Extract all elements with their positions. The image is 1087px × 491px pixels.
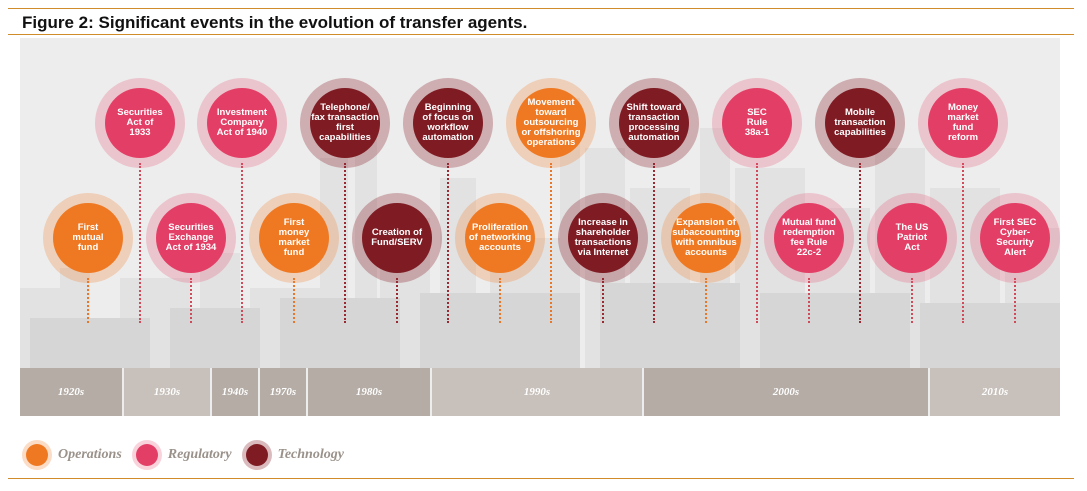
event-label: Shift toward transaction processing auto… [626, 102, 682, 143]
timeline-panel: Securities Act of 1933 Investment Company… [20, 38, 1060, 416]
bottom-rule [8, 478, 1074, 479]
event-node-technology: Increase in shareholder transactions via… [558, 193, 648, 283]
event-node-operations: First mutual fund [43, 193, 133, 283]
event-label: First SEC Cyber- Security Alert [993, 217, 1037, 258]
event-node-technology: Telephone/ fax transaction first capabil… [300, 78, 390, 168]
event-node-regulatory: Investment Company Act of 1940 [197, 78, 287, 168]
event-node-regulatory: The US Patriot Act [867, 193, 957, 283]
event-node-regulatory: Securities Exchange Act of 1934 [146, 193, 236, 283]
legend-label: Technology [277, 447, 344, 462]
legend-item-regulatory: Regulatory [131, 440, 232, 470]
event-node-technology: Beginning of focus on workflow automatio… [403, 78, 493, 168]
event-connector [1014, 278, 1016, 323]
event-connector [808, 278, 810, 323]
legend-item-operations: Operations [22, 440, 122, 470]
event-node-operations: Movement toward outsourcing or offshorin… [506, 78, 596, 168]
legend-label: Operations [58, 447, 122, 462]
event-label: Securities Act of 1933 [117, 107, 163, 138]
event-connector [293, 278, 295, 323]
event-node-operations: First money market fund [249, 193, 339, 283]
regulatory-swatch-icon [131, 440, 162, 470]
event-connector [756, 163, 758, 323]
event-label: Investment Company Act of 1940 [216, 107, 268, 138]
legend: Operations Regulatory Technology [22, 440, 354, 470]
event-label: Increase in shareholder transactions via… [574, 217, 632, 258]
event-connector [241, 163, 243, 323]
operations-swatch-icon [22, 440, 52, 470]
event-label: Money market fund reform [947, 102, 979, 143]
event-connector [396, 278, 398, 323]
event-connector [602, 278, 604, 323]
event-connector [550, 163, 552, 323]
legend-label: Regulatory [167, 447, 232, 462]
event-connector [499, 278, 501, 323]
event-label: The US Patriot Act [895, 222, 929, 253]
era-1940s: 1940s [212, 368, 260, 416]
event-connector [911, 278, 913, 323]
event-node-technology: Mobile transaction capabilities [815, 78, 905, 168]
era-2000s: 2000s [644, 368, 930, 416]
event-connector [705, 278, 707, 323]
era-2010s: 2010s [930, 368, 1060, 416]
figure-title: Figure 2: Significant events in the evol… [22, 13, 528, 32]
event-node-regulatory: Securities Act of 1933 [95, 78, 185, 168]
era-1930s: 1930s [124, 368, 212, 416]
event-label: First mutual fund [72, 222, 104, 253]
event-label: First money market fund [278, 217, 310, 258]
event-connector [139, 163, 141, 323]
event-label: Telephone/ fax transaction first capabil… [311, 102, 379, 143]
event-label: Movement toward outsourcing or offshorin… [521, 97, 581, 148]
event-node-technology: Creation of Fund/SERV [352, 193, 442, 283]
event-node-operations: Expansion of subaccounting with omnibus … [661, 193, 751, 283]
event-node-technology: Shift toward transaction processing auto… [609, 78, 699, 168]
legend-item-technology: Technology [241, 440, 344, 470]
event-node-operations: Proliferation of networking accounts [455, 193, 545, 283]
era-1970s: 1970s [260, 368, 308, 416]
event-label: SEC Rule 38a-1 [744, 107, 770, 138]
event-connector [962, 163, 964, 323]
event-connector [190, 278, 192, 323]
event-label: Proliferation of networking accounts [468, 222, 532, 253]
title-rule [8, 34, 1074, 35]
event-connector [87, 278, 89, 323]
event-label: Mobile transaction capabilities [834, 107, 886, 138]
technology-swatch-icon [241, 440, 272, 470]
event-connector [344, 163, 346, 323]
event-connector [447, 163, 449, 323]
event-label: Expansion of subaccounting with omnibus … [672, 217, 740, 258]
era-1980s: 1980s [308, 368, 432, 416]
event-label: Securities Exchange Act of 1934 [165, 222, 217, 253]
event-node-regulatory: SEC Rule 38a-1 [712, 78, 802, 168]
event-label: Beginning of focus on workflow automatio… [422, 102, 474, 143]
event-label: Creation of Fund/SERV [371, 227, 423, 248]
event-node-regulatory: Mutual fund redemption fee Rule 22c-2 [764, 193, 854, 283]
event-connector [859, 163, 861, 323]
era-bar: 1920s 1930s 1940s 1970s 1980s 1990s 2000… [20, 368, 1060, 416]
era-1920s: 1920s [20, 368, 124, 416]
event-node-regulatory: First SEC Cyber- Security Alert [970, 193, 1060, 283]
era-1990s: 1990s [432, 368, 644, 416]
event-connector [653, 163, 655, 323]
event-node-regulatory: Money market fund reform [918, 78, 1008, 168]
event-label: Mutual fund redemption fee Rule 22c-2 [782, 217, 836, 258]
top-rule [8, 8, 1074, 9]
